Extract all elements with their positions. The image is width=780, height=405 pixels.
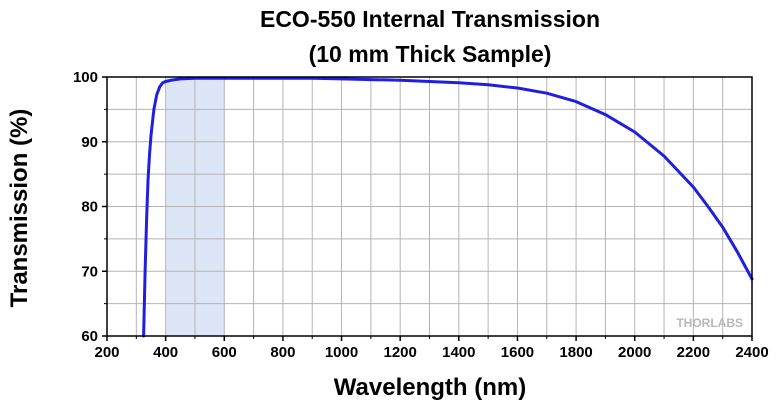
series-layer [142, 76, 754, 338]
y-tick-label: 70 [81, 263, 98, 280]
x-axis-label: Wavelength (nm) [334, 374, 526, 401]
x-tick-label: 1800 [559, 344, 592, 361]
tick-layer: 200 400 600 800 1000 1200 1400 1600 1800 2000 2200… [73, 69, 769, 361]
x-tick-label: 600 [212, 344, 237, 361]
x-tick-label: 800 [270, 344, 295, 361]
thorlabs-watermark: THORLABS [676, 316, 743, 330]
x-tick-label: 2000 [618, 344, 651, 361]
x-tick-label: 400 [153, 344, 178, 361]
grid-layer [107, 77, 752, 336]
chart-title-line-1: ECO-550 Internal Transmission [260, 6, 600, 32]
y-axis-label: Transmission (%) [6, 109, 33, 308]
x-tick-label: 1400 [442, 344, 475, 361]
x-tick-label: 1200 [383, 344, 416, 361]
y-tick-label: 60 [81, 328, 98, 345]
x-tick-label: 1000 [325, 344, 358, 361]
y-tick-label: 80 [81, 199, 98, 216]
x-tick-label: 1600 [501, 344, 534, 361]
y-tick-label: 100 [73, 69, 98, 86]
x-tick-label: 200 [94, 344, 119, 361]
transmission-line [142, 76, 754, 338]
y-tick-label: 90 [81, 134, 98, 151]
x-tick-label: 2200 [677, 344, 710, 361]
x-tick-label: 2400 [735, 344, 768, 361]
chart-title-line-2: (10 mm Thick Sample) [309, 41, 552, 67]
